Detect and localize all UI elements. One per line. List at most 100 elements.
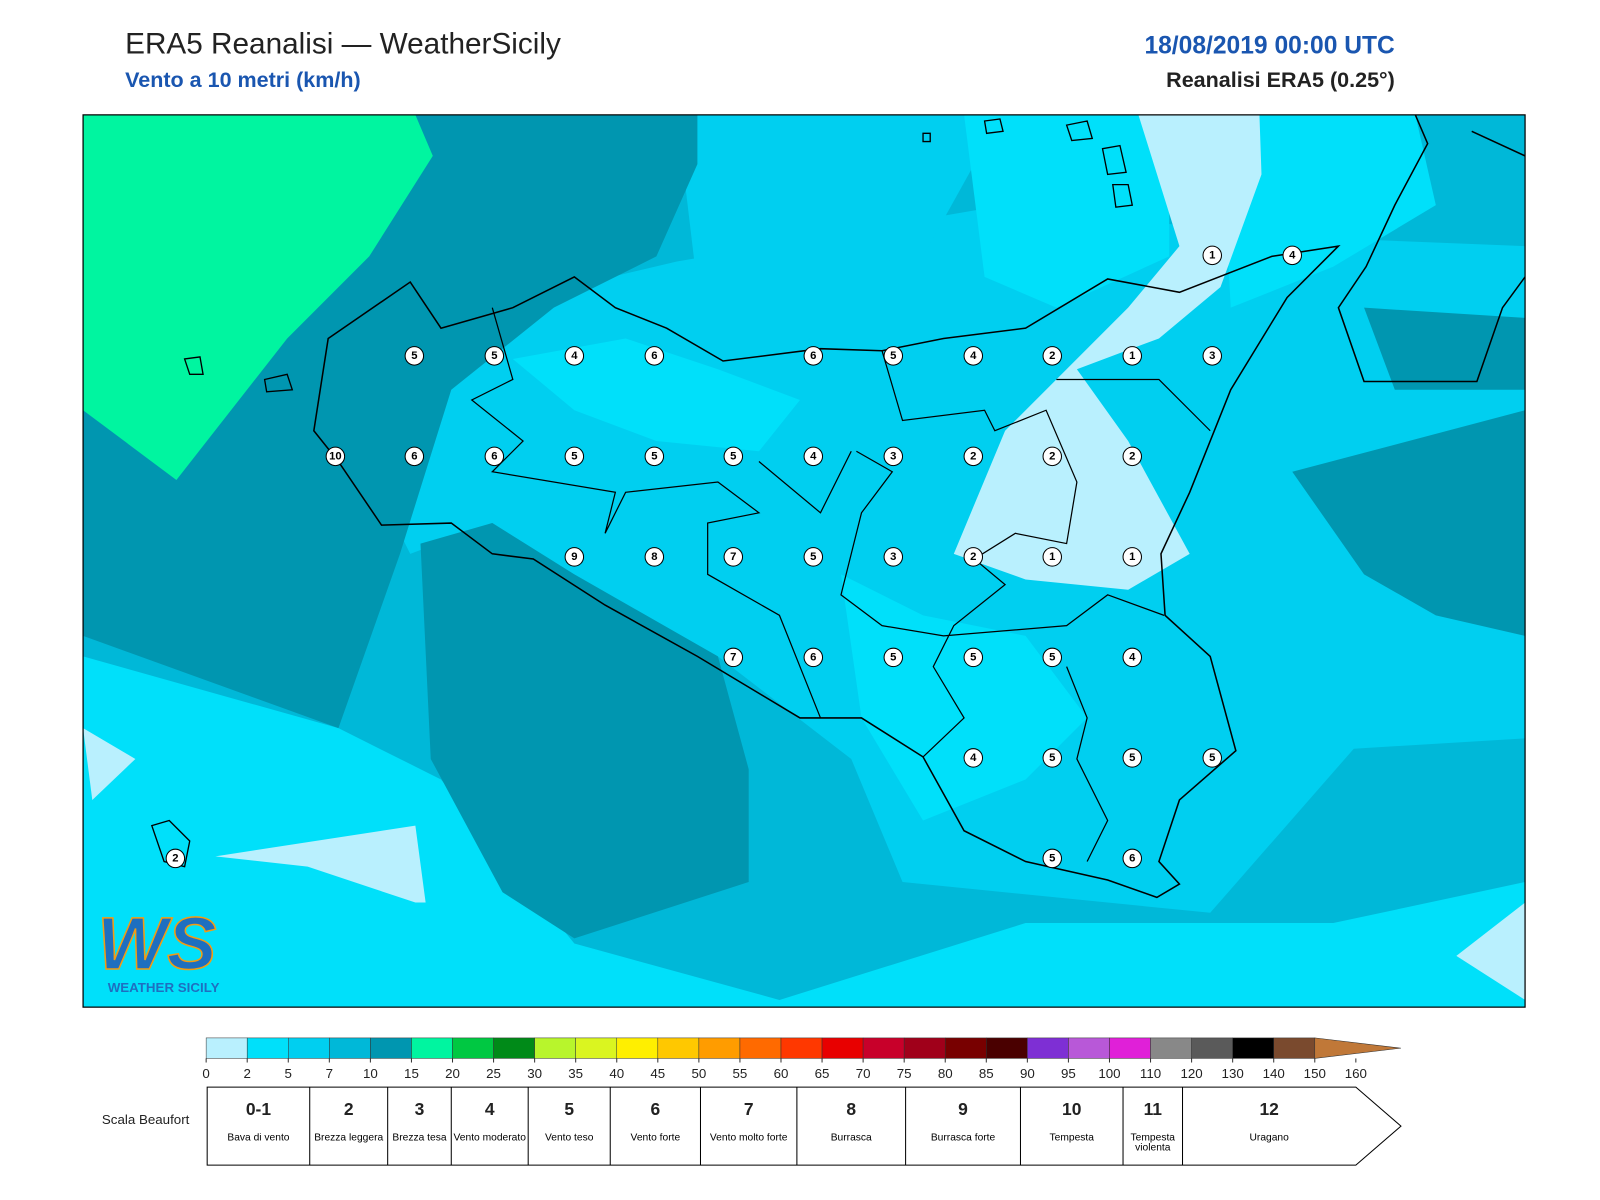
beaufort-label: Tempesta violenta [1130, 1133, 1176, 1154]
station-value: 5 [970, 651, 976, 663]
beaufort-force: 4 [485, 1099, 495, 1119]
station [963, 647, 984, 668]
station-value: 7 [730, 551, 736, 563]
field [1364, 307, 1526, 390]
station [1202, 245, 1223, 266]
station [883, 547, 904, 567]
field [83, 656, 1526, 1008]
beaufort-force: 9 [958, 1099, 968, 1119]
color-bin [534, 1037, 576, 1059]
beaufort-label: Tempesta [1049, 1133, 1094, 1144]
beaufort-frame [206, 1086, 1402, 1166]
station-value: 6 [810, 651, 816, 663]
station-value: 1 [1129, 350, 1135, 362]
station [564, 547, 585, 567]
color-bin [821, 1037, 864, 1059]
tick-label: 120 [1180, 1066, 1202, 1081]
station [1042, 446, 1063, 467]
color-bin [616, 1037, 659, 1059]
station [803, 547, 824, 567]
tick-label: 75 [897, 1066, 912, 1081]
field [1220, 114, 1436, 308]
station [484, 446, 505, 467]
tick-label: 100 [1098, 1066, 1120, 1081]
station-value: 5 [571, 450, 577, 462]
station-value: 3 [890, 551, 896, 563]
title: ERA5 Reanalisi — WeatherSicily [125, 27, 561, 60]
station-value: 2 [1049, 450, 1055, 462]
station-value: 1 [1209, 249, 1215, 261]
coastline [1337, 114, 1526, 383]
station-value: 5 [1129, 752, 1135, 764]
station [963, 346, 984, 366]
boundary [470, 307, 1211, 862]
station [1122, 647, 1143, 668]
tick-label: 35 [568, 1066, 583, 1081]
beaufort-label: Uragano [1249, 1133, 1289, 1144]
field [1456, 902, 1526, 1000]
color-bin [575, 1037, 618, 1059]
station-value: 5 [411, 350, 417, 362]
station-value: 5 [890, 651, 896, 663]
station [325, 446, 346, 467]
beaufort-force: 0-1 [246, 1099, 271, 1119]
beaufort-label: Vento forte [630, 1133, 681, 1144]
station-value: 10 [329, 450, 342, 462]
station [1042, 848, 1063, 869]
station-value: 6 [1129, 852, 1135, 864]
station [963, 748, 984, 768]
field [83, 114, 433, 480]
station [1202, 346, 1223, 366]
station [644, 547, 665, 567]
station-value: 8 [651, 551, 657, 563]
tick-label: 150 [1304, 1066, 1326, 1081]
station [883, 647, 904, 668]
color-bin [1314, 1037, 1401, 1059]
tick-label: 0 [202, 1066, 209, 1081]
tick-label: 110 [1140, 1066, 1161, 1081]
station [1122, 848, 1143, 869]
color-bin [1109, 1037, 1151, 1059]
station-value: 2 [1049, 350, 1055, 362]
station [564, 446, 585, 467]
tick-label: 15 [404, 1066, 419, 1081]
station [1202, 748, 1223, 768]
station-value: 5 [890, 350, 896, 362]
content: ERA5 Reanalisi — WeatherSicily Vento a 1… [82, 27, 1526, 1166]
source: Reanalisi ERA5 (0.25°) [1166, 68, 1395, 92]
logo-mark: WS [97, 902, 216, 985]
field [512, 338, 800, 452]
station-value: 3 [1209, 350, 1215, 362]
tick-label: 50 [691, 1066, 706, 1081]
beaufort-label: Burrasca forte [930, 1133, 996, 1144]
station-value: 2 [970, 551, 976, 563]
color-bin [944, 1037, 987, 1059]
beaufort-label-box: Vento forte [630, 1133, 681, 1144]
beaufort-label: Burrasca [830, 1133, 872, 1144]
color-bin [411, 1037, 453, 1059]
station [404, 346, 425, 366]
beaufort-label: Vento teso [544, 1133, 594, 1144]
station-value: 4 [970, 350, 977, 362]
stations: 1 4 5 5 4 6 6 5 4 2 1 3 10 6 6 5 5 5 4 3 2 2 2 9 8 7 5 3 2 1 1 7 6 5 5 5 4 4 5… [165, 245, 1302, 869]
station [165, 848, 186, 869]
color-bin [370, 1037, 412, 1059]
tick-label: 160 [1345, 1066, 1367, 1081]
tick-label: 140 [1263, 1066, 1285, 1081]
station [1042, 647, 1063, 668]
station-value: 6 [810, 350, 816, 362]
color-bin [903, 1037, 946, 1059]
color-bin [739, 1037, 782, 1059]
station-value: 5 [1049, 651, 1055, 663]
station [1122, 748, 1143, 768]
beaufort-label-box: Bava di vento [227, 1133, 289, 1143]
tick-label: 25 [486, 1066, 501, 1081]
beaufort-force: 7 [744, 1099, 754, 1119]
tick-label: 80 [938, 1066, 953, 1081]
beaufort-label-box: Burrasca forte [930, 1133, 996, 1144]
color-bin [1027, 1037, 1069, 1059]
beaufort-force: 12 [1259, 1099, 1278, 1119]
color-bin [1068, 1037, 1110, 1059]
station [1122, 547, 1143, 567]
station [723, 547, 744, 567]
